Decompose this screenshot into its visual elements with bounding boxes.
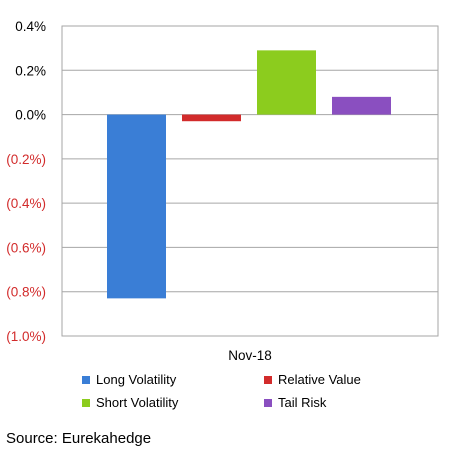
y-tick-label: (0.2%) <box>6 152 46 167</box>
x-category-label: Nov-18 <box>228 348 272 363</box>
legend-label: Relative Value <box>278 372 361 387</box>
x-category-labels: Nov-18 <box>228 348 272 363</box>
legend-swatch <box>82 375 90 384</box>
y-tick-label: (0.8%) <box>6 285 46 300</box>
legend-item: Short Volatility <box>82 395 264 410</box>
legend-item: Tail Risk <box>264 395 424 410</box>
bars <box>107 50 391 299</box>
bar-tail-risk <box>332 96 391 115</box>
legend-swatch <box>264 375 272 384</box>
legend-swatch <box>82 398 90 407</box>
legend-item: Long Volatility <box>82 372 264 387</box>
y-tick-label: 0.4% <box>15 19 46 34</box>
y-tick-label: (0.4%) <box>6 196 46 211</box>
bar-relative-value <box>182 114 241 122</box>
y-tick-labels: 0.4% 0.2% 0.0% (0.2%) (0.4%) (0.6%) (0.8%) (1.0… <box>6 19 46 344</box>
y-tick-label: (1.0%) <box>6 329 46 344</box>
bar-chart: 0.4% 0.2% 0.0% (0.2%) (0.4%) (0.6%) (0.8%) (1.0… <box>6 19 439 363</box>
legend-label: Long Volatility <box>96 372 177 387</box>
y-tick-label: (0.6%) <box>6 240 46 255</box>
source-note: Source: Eurekahedge <box>6 430 152 447</box>
y-tick-label: 0.0% <box>15 108 46 123</box>
legend: Long Volatility Relative Value Short Volat… <box>82 372 422 410</box>
y-tick-label: 0.2% <box>15 63 46 78</box>
legend-item: Relative Value <box>264 372 424 387</box>
legend-label: Short Volatility <box>96 395 179 410</box>
legend-swatch <box>264 398 272 407</box>
bar-long-volatility <box>107 114 166 299</box>
bar-short-volatility <box>257 50 316 115</box>
legend-label: Tail Risk <box>278 395 327 410</box>
